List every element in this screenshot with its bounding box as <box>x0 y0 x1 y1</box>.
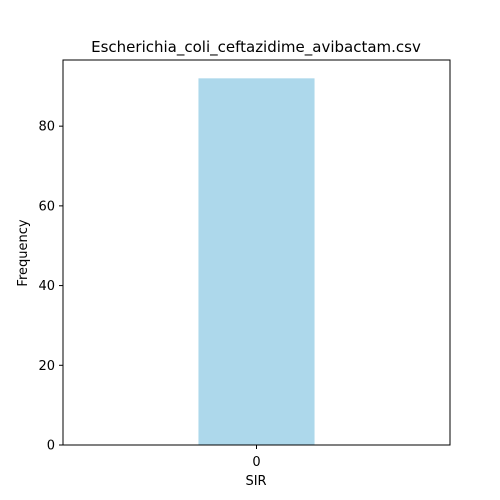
y-axis-label: Frequency <box>16 219 31 286</box>
x-axis-label: SIR <box>245 474 266 489</box>
y-tick-label: 20 <box>38 359 55 374</box>
x-tick-label: 0 <box>252 455 260 470</box>
y-tick-label: 40 <box>38 279 55 294</box>
x-axis: 0 <box>252 445 261 470</box>
y-tick-label: 0 <box>47 439 55 454</box>
y-tick-label: 80 <box>38 120 55 135</box>
chart-title: Escherichia_coli_ceftazidime_avibactam.c… <box>91 38 421 57</box>
bar-0 <box>198 78 315 445</box>
y-axis: 0 20 40 60 80 <box>38 120 63 454</box>
y-tick-label: 60 <box>38 199 55 214</box>
plot-area <box>198 78 315 445</box>
